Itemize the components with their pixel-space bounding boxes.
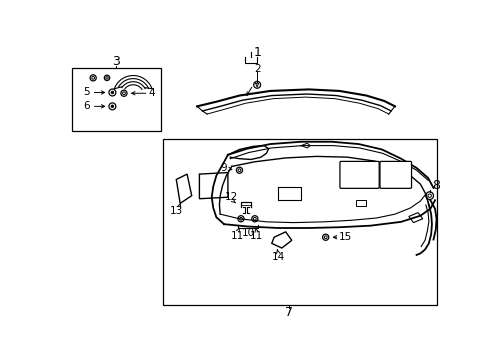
Text: 2: 2 — [253, 64, 260, 75]
Text: 9: 9 — [220, 163, 227, 173]
FancyBboxPatch shape — [379, 161, 411, 188]
Circle shape — [111, 105, 114, 108]
Text: 8: 8 — [431, 179, 439, 192]
FancyBboxPatch shape — [163, 139, 436, 305]
Text: 1: 1 — [253, 46, 261, 59]
Text: 6: 6 — [83, 101, 90, 111]
FancyBboxPatch shape — [356, 199, 365, 206]
FancyBboxPatch shape — [71, 68, 161, 131]
Text: 3: 3 — [112, 55, 120, 68]
Text: 15: 15 — [338, 232, 352, 242]
FancyBboxPatch shape — [339, 161, 378, 188]
Text: 13: 13 — [169, 206, 183, 216]
Text: 10: 10 — [241, 228, 254, 238]
Text: 14: 14 — [271, 252, 285, 262]
Text: 4: 4 — [148, 88, 154, 98]
Text: 5: 5 — [83, 87, 90, 98]
Circle shape — [111, 91, 114, 94]
Text: 11: 11 — [249, 231, 263, 241]
Text: 12: 12 — [224, 192, 238, 202]
Text: 11: 11 — [231, 231, 244, 241]
Text: 7: 7 — [285, 306, 293, 319]
